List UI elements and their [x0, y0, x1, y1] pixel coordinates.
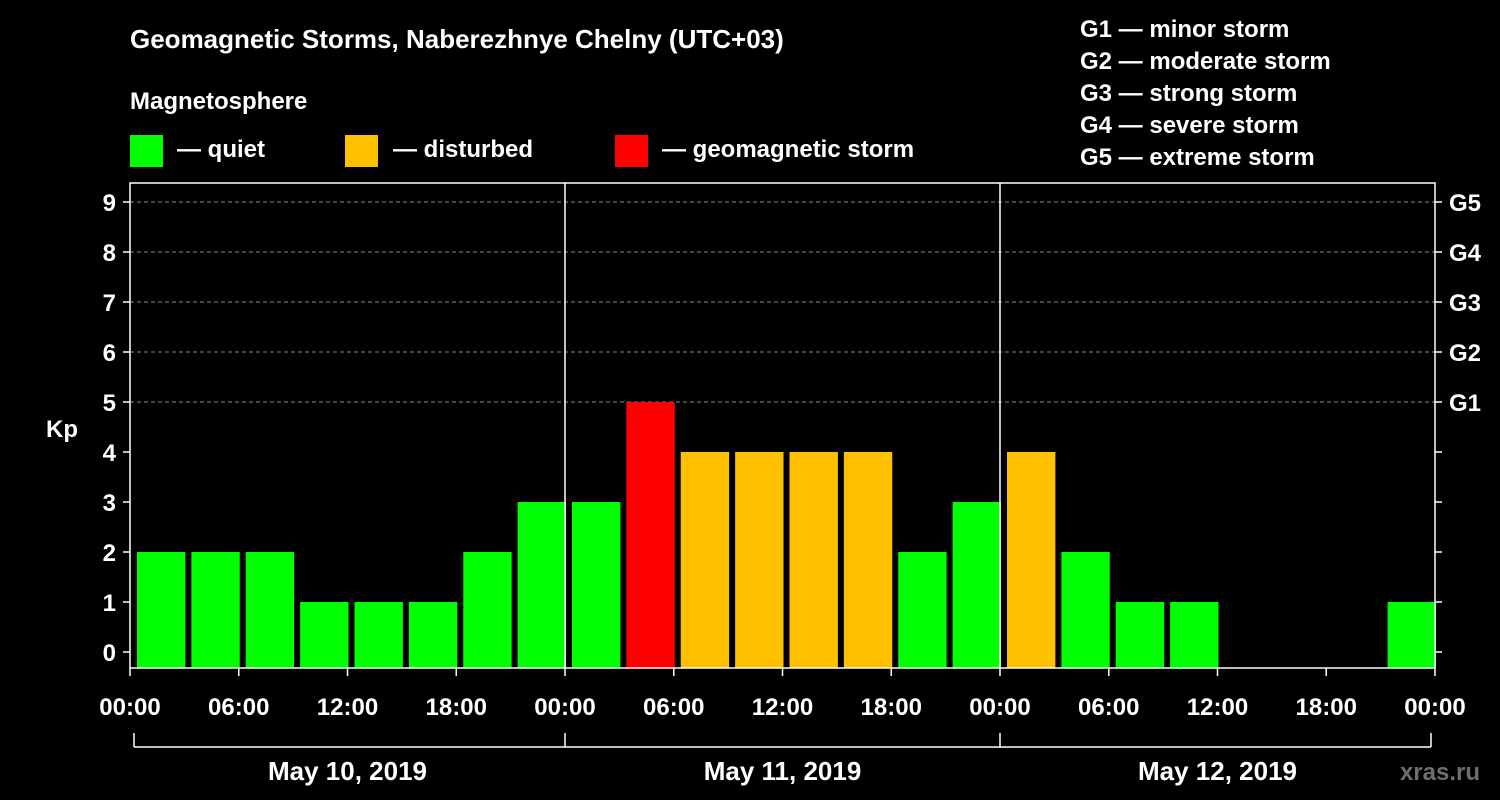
kp-bar	[1170, 602, 1219, 668]
y-tick-label: 2	[103, 540, 116, 567]
day-label: May 12, 2019	[1138, 756, 1297, 786]
kp-bar	[952, 502, 1001, 668]
x-tick-label: 18:00	[1296, 694, 1357, 721]
kp-bar	[137, 552, 186, 668]
storm-scale-g2: G2 — moderate storm	[1080, 48, 1331, 75]
y-tick-label: 5	[103, 390, 116, 417]
storm-level-label: G1	[1449, 390, 1481, 417]
watermark: xras.ru	[1400, 759, 1480, 786]
storm-scale-g5: G5 — extreme storm	[1080, 144, 1315, 171]
legend-swatch-quiet	[130, 135, 163, 167]
kp-bar	[1007, 452, 1056, 668]
day-label: May 11, 2019	[704, 756, 862, 786]
y-tick-label: 6	[103, 340, 116, 367]
x-tick-label: 18:00	[426, 694, 487, 721]
storm-scale-g4: G4 — severe storm	[1080, 112, 1299, 139]
legend-label-storm: — geomagnetic storm	[662, 136, 914, 163]
plot-area: 0 1 2 3 4 5 6 7 8 9 G1 G2 G3 G4 G5 00:00 06:00 12:00 18:00…	[99, 182, 1482, 786]
x-tick-label: 06:00	[643, 694, 704, 721]
kp-bar	[898, 552, 947, 668]
storm-level-label: G5	[1449, 190, 1481, 217]
x-tick-label: 06:00	[208, 694, 269, 721]
x-tick-label: 12:00	[752, 694, 813, 721]
kp-bar	[463, 552, 512, 668]
y-tick-label: 0	[103, 640, 116, 667]
kp-bar	[1061, 552, 1110, 668]
kp-bar	[354, 602, 403, 668]
kp-bar	[626, 402, 675, 668]
magnetosphere-label: Magnetosphere	[130, 88, 307, 115]
storm-level-label: G4	[1449, 240, 1482, 267]
storm-scale-g3: G3 — strong storm	[1080, 80, 1297, 107]
kp-bar	[572, 502, 621, 668]
kp-bar	[245, 552, 295, 668]
chart-title: Geomagnetic Storms, Naberezhnye Chelny (…	[130, 24, 784, 54]
x-tick-label: 00:00	[1404, 694, 1465, 721]
legend-label-disturbed: — disturbed	[393, 136, 533, 163]
x-tick-label: 18:00	[861, 694, 922, 721]
kp-bar	[191, 552, 240, 668]
kp-bar	[843, 452, 893, 668]
kp-bar	[517, 502, 566, 668]
y-tick-label: 4	[103, 440, 117, 467]
kp-bar	[789, 452, 838, 668]
kp-bar	[1115, 602, 1165, 668]
storm-scale-g1: G1 — minor storm	[1080, 16, 1289, 43]
day-label: May 10, 2019	[268, 756, 427, 786]
kp-bar	[1387, 602, 1436, 668]
legend-label-quiet: — quiet	[177, 136, 265, 163]
x-tick-label: 12:00	[1187, 694, 1248, 721]
kp-bar	[408, 602, 458, 668]
x-tick-label: 00:00	[534, 694, 595, 721]
kp-bar	[680, 452, 730, 668]
x-tick-label: 06:00	[1078, 694, 1139, 721]
y-tick-label: 1	[103, 590, 116, 617]
x-tick-label: 12:00	[317, 694, 378, 721]
y-axis-label: Kp	[46, 416, 78, 443]
x-tick-label: 00:00	[99, 694, 160, 721]
legend-swatch-disturbed	[345, 135, 378, 167]
legend-swatch-storm	[615, 135, 648, 167]
kp-bar	[735, 452, 784, 668]
y-tick-label: 8	[103, 240, 116, 267]
y-tick-label: 7	[103, 290, 116, 317]
storm-level-label: G2	[1449, 340, 1481, 367]
storm-level-label: G3	[1449, 290, 1481, 317]
y-tick-label: 9	[103, 190, 116, 217]
x-tick-label: 00:00	[969, 694, 1030, 721]
y-tick-label: 3	[103, 490, 116, 517]
kp-bar	[300, 602, 349, 668]
